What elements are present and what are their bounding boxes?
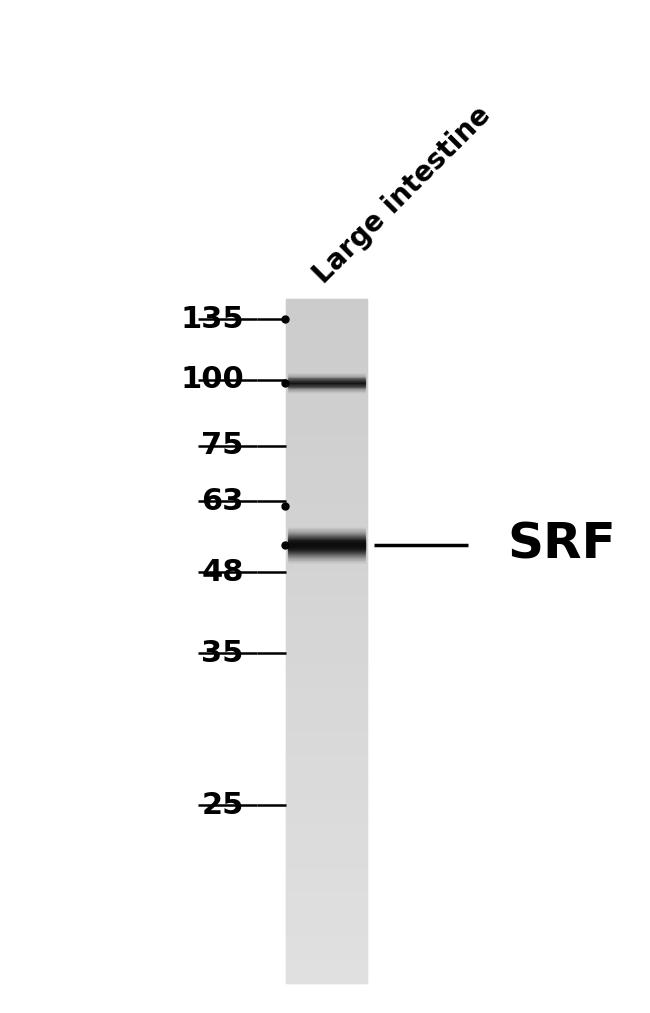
Text: 25: 25 xyxy=(202,791,244,820)
Text: 135: 135 xyxy=(180,305,244,333)
Bar xyxy=(286,299,367,983)
Text: Large intestine: Large intestine xyxy=(309,100,497,289)
Text: SRF: SRF xyxy=(507,521,616,569)
Text: 63: 63 xyxy=(202,487,244,516)
Text: 75: 75 xyxy=(202,432,244,460)
Text: 100: 100 xyxy=(180,366,244,394)
Text: 35: 35 xyxy=(202,639,244,668)
Text: 48: 48 xyxy=(202,558,244,587)
